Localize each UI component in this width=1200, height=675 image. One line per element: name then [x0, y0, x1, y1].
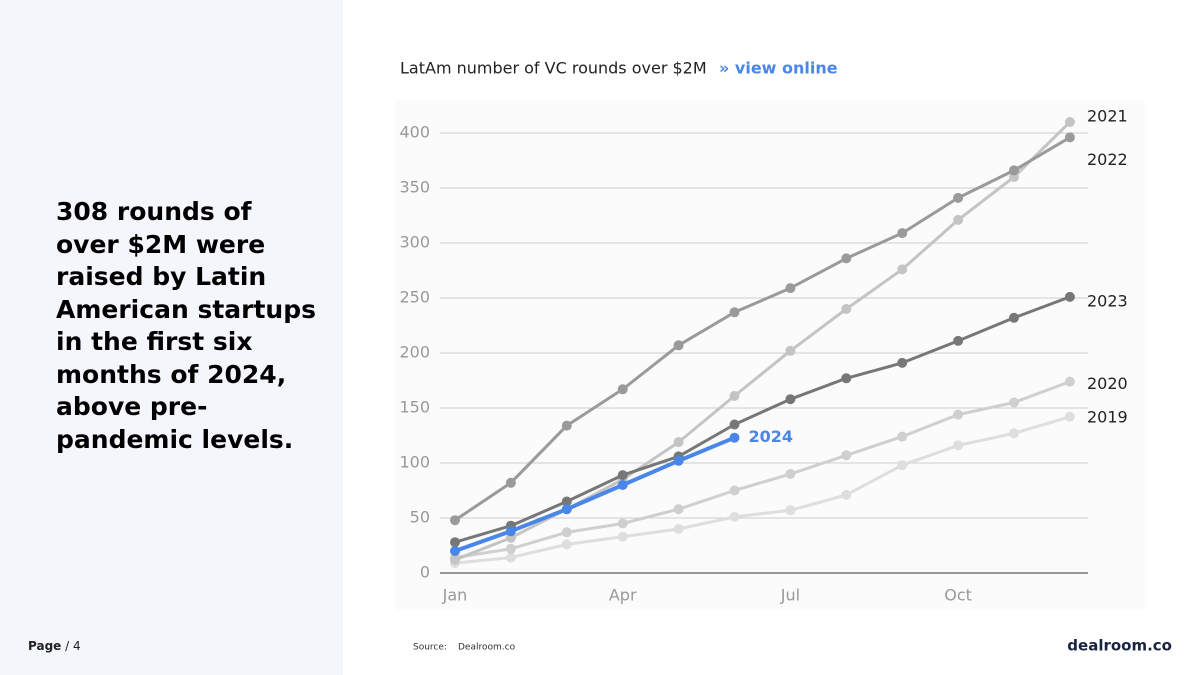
data-point — [953, 192, 964, 203]
series-line — [454, 415, 1071, 565]
data-point — [841, 489, 852, 500]
series-label: 2022 — [1087, 150, 1128, 169]
data-point — [673, 437, 684, 448]
data-point — [450, 554, 460, 565]
plot-background — [395, 100, 1145, 610]
y-tick-label: 350 — [399, 178, 430, 197]
logo: dealroom.co — [1067, 637, 1172, 655]
y-tick-label: 400 — [399, 123, 430, 142]
data-point — [897, 357, 908, 368]
data-point — [450, 515, 460, 526]
data-point — [617, 384, 628, 395]
data-point — [897, 431, 908, 442]
series-label: 2023 — [1087, 291, 1128, 310]
series-label: 2021 — [1087, 107, 1128, 126]
data-point — [673, 504, 684, 515]
data-point — [617, 480, 628, 490]
series-label: 2019 — [1087, 407, 1128, 426]
data-point — [1009, 165, 1019, 176]
y-tick-label: 250 — [399, 288, 430, 307]
x-tick-label: Jan — [442, 586, 468, 605]
x-tick-label: Jul — [780, 586, 800, 605]
data-point — [1009, 312, 1019, 323]
page-number: / 4 — [65, 639, 81, 653]
data-point — [617, 531, 628, 542]
view-online-link[interactable]: » view online — [719, 59, 838, 78]
data-point — [841, 373, 852, 384]
side-panel — [0, 0, 343, 675]
x-tick-label: Apr — [609, 586, 637, 605]
page-indicator: Page / 4 — [28, 639, 81, 653]
headline: 308 rounds of over $2M were raised by La… — [56, 197, 316, 454]
data-point — [673, 524, 684, 534]
data-point — [897, 460, 908, 471]
data-point — [561, 420, 572, 431]
series-line — [454, 435, 736, 553]
source-label: Source: — [413, 643, 447, 653]
data-point — [953, 214, 964, 225]
data-point — [953, 409, 964, 420]
data-point — [785, 394, 796, 405]
data-point — [505, 552, 516, 563]
data-point — [729, 432, 740, 443]
data-point — [953, 440, 964, 451]
data-point — [841, 450, 852, 461]
data-point — [673, 340, 684, 351]
x-tick-label: Oct — [944, 586, 972, 605]
data-point — [785, 345, 796, 356]
source: Dealroom.co — [458, 643, 516, 653]
data-point — [617, 470, 628, 481]
data-point — [1064, 132, 1075, 143]
data-point — [1064, 291, 1075, 302]
data-point — [729, 390, 740, 401]
y-tick-label: 150 — [399, 398, 430, 417]
data-point — [785, 469, 796, 479]
data-point — [1064, 376, 1075, 387]
data-point — [729, 307, 740, 318]
data-point — [450, 546, 460, 556]
data-point — [953, 335, 964, 346]
series-line — [454, 136, 1071, 522]
series-line — [454, 380, 1071, 560]
data-point — [561, 539, 572, 550]
y-tick-label: 200 — [399, 343, 430, 362]
data-point — [897, 264, 908, 275]
data-point — [1064, 411, 1075, 422]
chart-title: LatAm number of VC rounds over $2M — [400, 59, 707, 78]
data-point — [897, 228, 908, 239]
data-point — [785, 505, 796, 516]
data-point — [450, 537, 460, 548]
page-label: Page — [28, 639, 62, 653]
y-tick-label: 300 — [399, 233, 430, 252]
data-point — [561, 527, 572, 538]
data-point — [841, 253, 852, 264]
data-point — [785, 283, 796, 294]
data-point — [561, 504, 572, 515]
series-label: 2020 — [1087, 374, 1128, 393]
data-point — [1009, 428, 1019, 439]
data-point — [1009, 397, 1019, 408]
data-point — [729, 485, 740, 496]
y-tick-label: 100 — [399, 453, 430, 472]
series-label: 2024 — [749, 427, 794, 446]
data-point — [561, 496, 572, 507]
data-point — [505, 526, 516, 537]
data-point — [505, 543, 516, 554]
y-tick-label: 0 — [420, 563, 430, 582]
data-point — [841, 304, 852, 314]
data-point — [729, 419, 740, 430]
y-tick-label: 50 — [410, 508, 430, 527]
data-point — [729, 511, 740, 522]
series-line — [454, 295, 1071, 544]
data-point — [617, 518, 628, 529]
data-point — [505, 477, 516, 488]
data-point — [673, 455, 684, 466]
data-point — [1064, 117, 1075, 127]
